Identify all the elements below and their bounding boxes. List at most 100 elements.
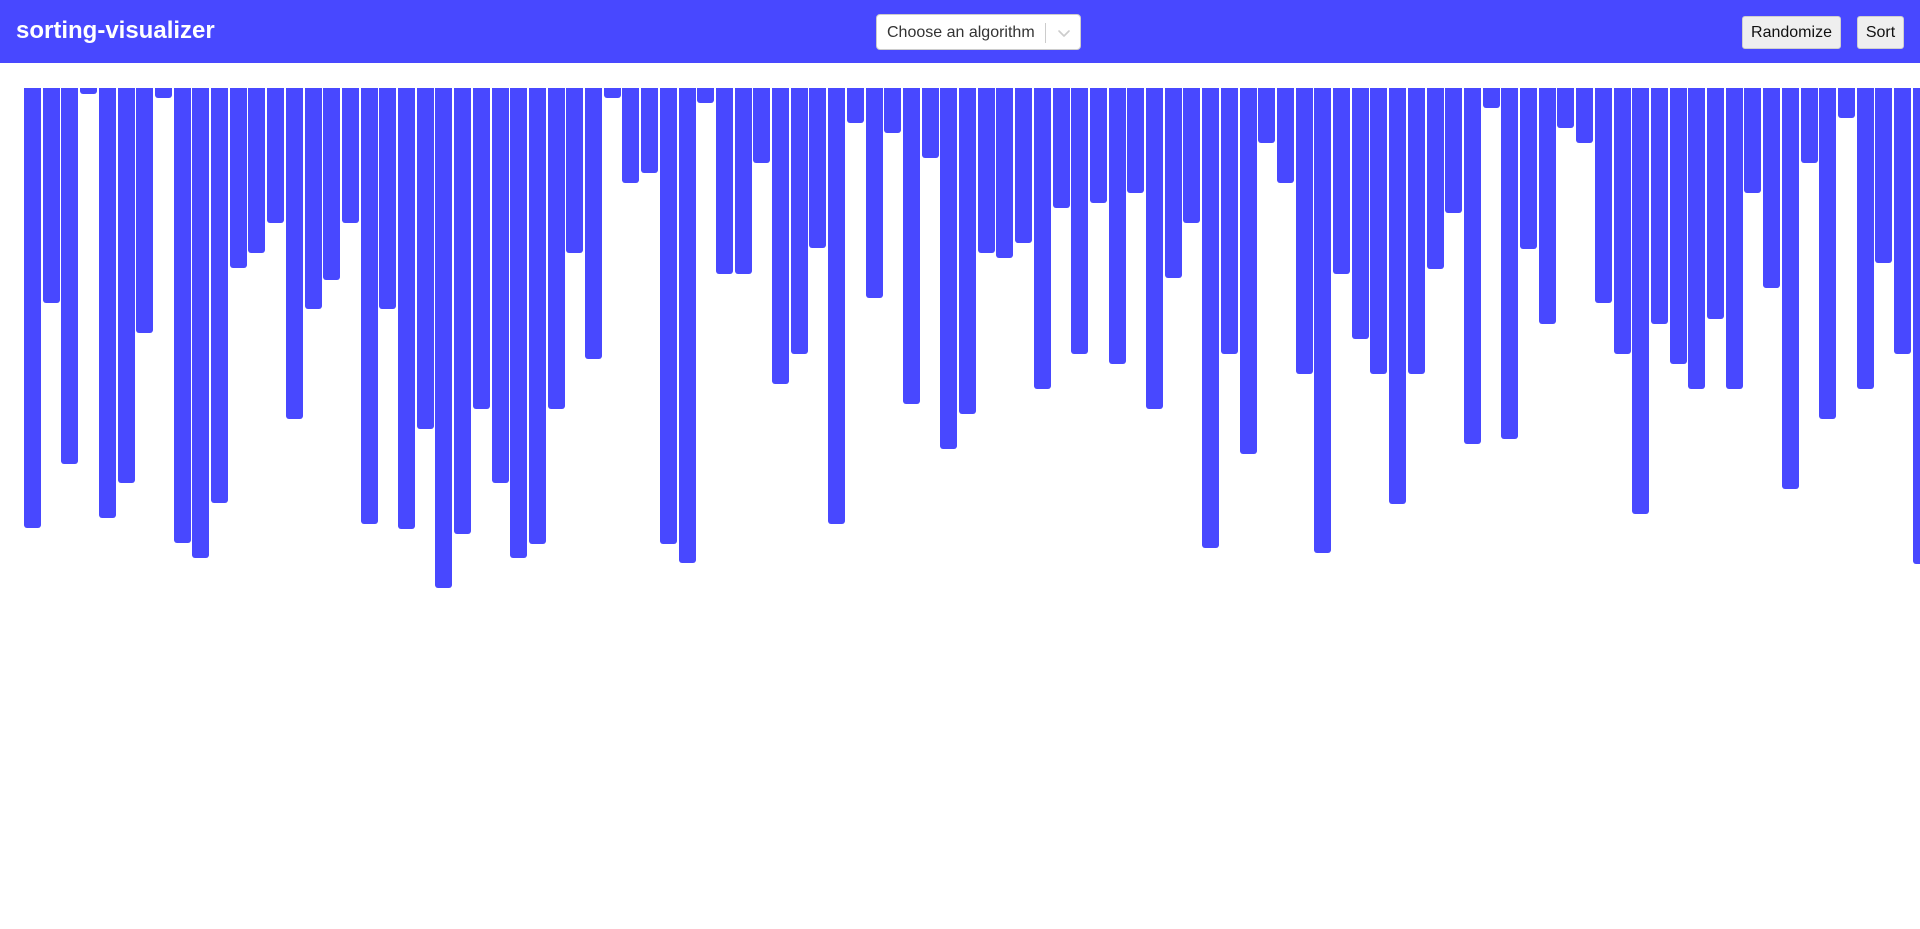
array-bar (379, 88, 397, 309)
array-bar (192, 88, 210, 558)
array-bar (136, 88, 154, 333)
array-bar (24, 88, 41, 528)
array-bar (1501, 88, 1519, 439)
array-bar (1351, 88, 1369, 339)
bars-chart (24, 88, 1920, 608)
array-bar (1781, 88, 1799, 489)
array-bar (341, 88, 359, 223)
array-bar (1389, 88, 1407, 504)
array-bar (1725, 88, 1743, 389)
array-bar (1669, 88, 1687, 364)
array-bar (267, 88, 285, 223)
array-bar (1482, 88, 1500, 108)
array-bar (1426, 88, 1444, 269)
array-bar (323, 88, 341, 280)
array-bar (435, 88, 453, 588)
array-bar (921, 88, 939, 158)
array-bar (1875, 88, 1893, 263)
array-bar (1707, 88, 1724, 319)
array-bar (398, 88, 415, 529)
array-bar (42, 88, 60, 303)
array-bar (510, 88, 528, 558)
array-bar (285, 88, 303, 419)
array-bar (790, 88, 808, 354)
array-bar (1744, 88, 1762, 193)
array-bar (1800, 88, 1818, 163)
array-bar (173, 88, 191, 543)
array-bar (1407, 88, 1425, 374)
array-bar (1445, 88, 1463, 213)
array-bar (753, 88, 771, 163)
array-bar (416, 88, 434, 429)
array-bar (1912, 88, 1920, 564)
array-bar (154, 88, 172, 98)
array-bar (772, 88, 789, 384)
array-bar (1370, 88, 1388, 374)
array-bar (1164, 88, 1182, 278)
array-bar (1202, 88, 1220, 548)
array-bar (1837, 88, 1855, 118)
array-bar (1538, 88, 1556, 324)
sort-button[interactable]: Sort (1857, 16, 1904, 49)
array-bar (98, 88, 116, 518)
array-bar (211, 88, 228, 503)
array-bar (229, 88, 247, 268)
array-bar (1463, 88, 1481, 444)
array-bar (1239, 88, 1257, 454)
array-bar (1557, 88, 1575, 128)
array-bar (491, 88, 509, 483)
array-bar (472, 88, 490, 409)
algorithm-select-value: Choose an algorithm (887, 24, 1035, 41)
array-bar (1688, 88, 1706, 389)
array-bar (1650, 88, 1668, 324)
array-bar (865, 88, 883, 298)
array-bar (80, 88, 98, 94)
array-bar (1015, 88, 1033, 243)
array-bar (1183, 88, 1201, 223)
array-bar (304, 88, 322, 309)
array-bar (1295, 88, 1313, 374)
array-bar (940, 88, 958, 449)
randomize-button[interactable]: Randomize (1742, 16, 1841, 49)
array-bar (1052, 88, 1070, 208)
array-bar (1314, 88, 1332, 553)
array-bar (1276, 88, 1294, 183)
array-bar (659, 88, 677, 544)
array-bar (1819, 88, 1837, 419)
select-separator (1045, 23, 1046, 43)
array-bar (734, 88, 752, 274)
array-bar (622, 88, 640, 183)
array-bar (1594, 88, 1612, 303)
array-bar (1763, 88, 1781, 288)
array-bar (902, 88, 920, 404)
array-bar (1071, 88, 1089, 354)
array-bar (547, 88, 565, 409)
array-bar (585, 88, 602, 359)
array-bar (641, 88, 659, 173)
array-bar (828, 88, 846, 524)
app-title: sorting-visualizer (16, 17, 215, 44)
array-bar (1108, 88, 1126, 364)
array-bar (996, 88, 1014, 258)
array-bar (697, 88, 715, 103)
array-bar (360, 88, 378, 524)
navbar: sorting-visualizer Choose an algorithm R… (0, 0, 1920, 63)
array-bar (528, 88, 546, 544)
array-bar (1127, 88, 1145, 193)
array-bar (1520, 88, 1537, 249)
algorithm-select[interactable]: Choose an algorithm (876, 14, 1081, 50)
array-bar (1220, 88, 1238, 354)
chevron-down-icon[interactable] (1055, 24, 1073, 42)
array-bar (1856, 88, 1874, 389)
array-bar (846, 88, 864, 123)
array-bar (809, 88, 827, 248)
array-bar (454, 88, 472, 534)
array-bar (1894, 88, 1911, 354)
array-bar (1576, 88, 1594, 143)
array-bar (977, 88, 995, 253)
array-bar (1089, 88, 1107, 203)
array-bar (1333, 88, 1350, 274)
array-bar (117, 88, 135, 483)
array-bar (884, 88, 902, 133)
array-bar (248, 88, 266, 253)
